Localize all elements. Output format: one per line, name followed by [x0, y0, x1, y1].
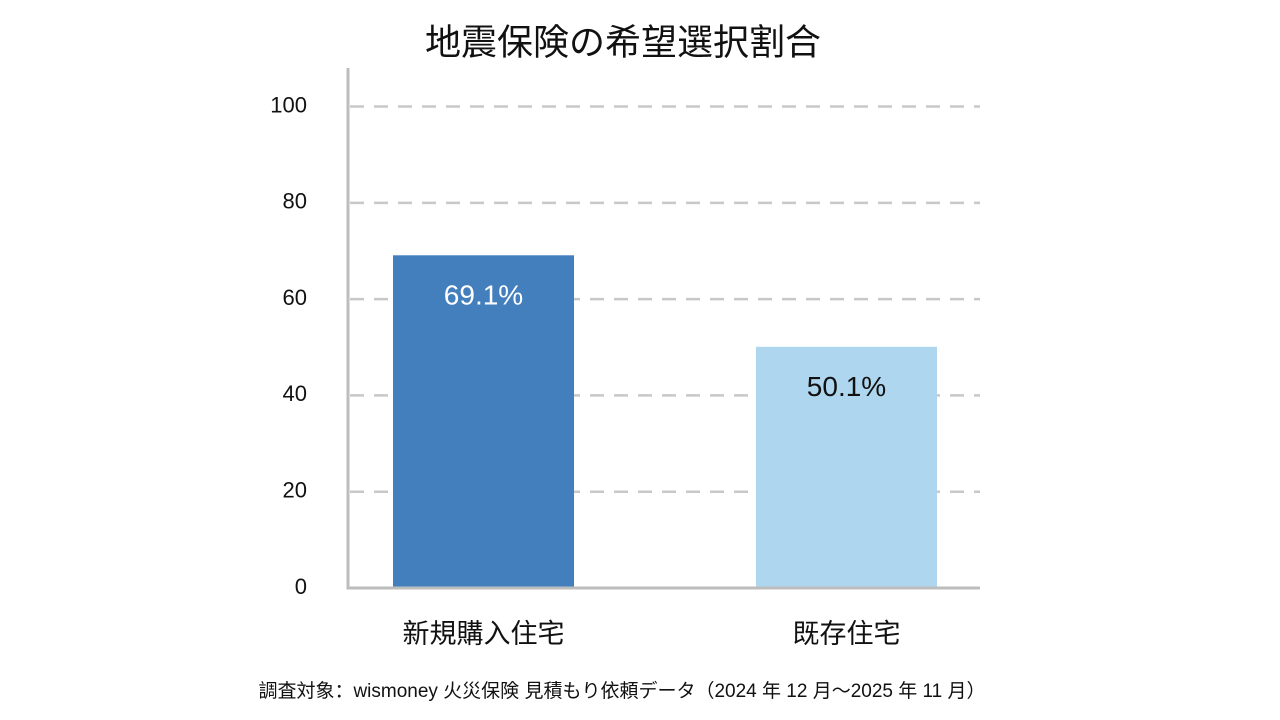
value-label: 50.1% [807, 371, 886, 402]
source-note: 調査対象：wismoney 火災保険 見積もり依頼データ（2024 年 12 月… [258, 680, 985, 702]
y-tick-label: 0 [295, 574, 307, 599]
bar [393, 255, 574, 588]
bar [756, 346, 937, 588]
chart-title: 地震保険の希望選択割合 [425, 22, 821, 63]
y-tick-label: 100 [270, 92, 307, 117]
y-tick-label: 60 [283, 285, 307, 310]
y-tick-label: 20 [283, 478, 307, 503]
x-tick-label: 新規購入住宅 [403, 619, 565, 649]
y-tick-label: 80 [283, 189, 307, 214]
x-tick-label: 既存住宅 [793, 619, 901, 649]
y-tick-label: 40 [283, 381, 307, 406]
value-label: 69.1% [444, 280, 523, 311]
